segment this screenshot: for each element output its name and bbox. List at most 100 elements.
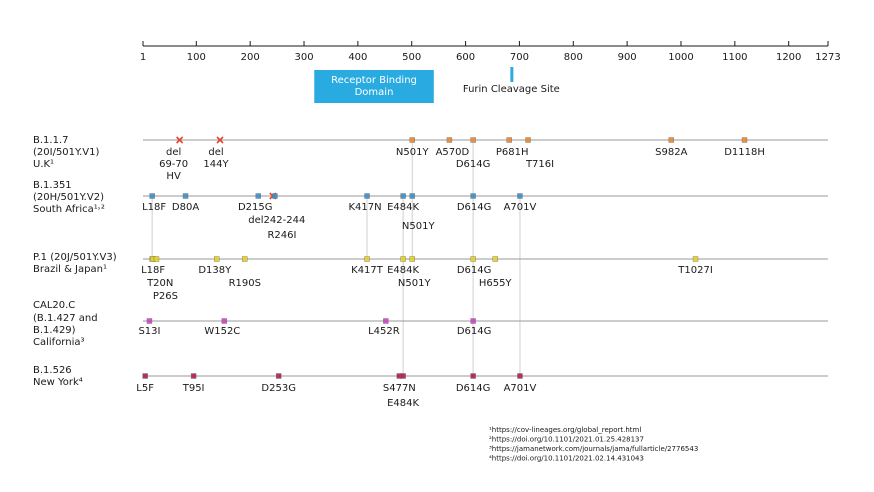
mutation-label: T716I bbox=[525, 159, 554, 170]
axis-tick-label: 700 bbox=[510, 52, 529, 63]
axis-tick-label: 1100 bbox=[722, 52, 747, 63]
mutation-mark bbox=[692, 256, 699, 262]
mutation-mark bbox=[272, 193, 278, 199]
mutation-label: K417T bbox=[351, 265, 384, 276]
mutation-label: A701V bbox=[504, 383, 537, 394]
axis-tick-label: 400 bbox=[348, 52, 367, 63]
mutation-mark bbox=[470, 318, 476, 324]
receptor-binding-domain bbox=[314, 70, 434, 103]
lineage-name: B.1.429) bbox=[33, 325, 76, 336]
domain-label: Domain bbox=[355, 87, 394, 98]
axis-tick-label: 800 bbox=[564, 52, 583, 63]
mutation-label: D614G bbox=[456, 383, 491, 394]
lineage-name: (20I/501Y.V1) bbox=[33, 147, 99, 158]
mutation-mark bbox=[242, 256, 248, 262]
mutation-label: D80A bbox=[172, 202, 199, 213]
mutation-label: S13I bbox=[138, 326, 160, 337]
axis-tick-label: 900 bbox=[618, 52, 637, 63]
mutation-label: D253G bbox=[261, 383, 296, 394]
mutation-label: D614G bbox=[457, 326, 492, 337]
mutation-mark bbox=[190, 373, 197, 379]
mutation-mark bbox=[409, 256, 415, 262]
axis-tick-label: 200 bbox=[241, 52, 260, 63]
mutation-label: N501Y bbox=[402, 221, 436, 232]
mutation-mark bbox=[182, 193, 189, 199]
mutation-label: K417N bbox=[348, 202, 381, 213]
lineage-name: B.1.351 bbox=[33, 180, 72, 191]
mutation-mark bbox=[146, 318, 153, 324]
axis-tick-label: 300 bbox=[294, 52, 313, 63]
mutation-label: A701V bbox=[504, 202, 537, 213]
mutation-mark bbox=[400, 373, 406, 379]
mutation-mark bbox=[142, 373, 148, 379]
lineage-name: B.1.526 bbox=[33, 365, 72, 376]
mutation-mark bbox=[470, 193, 476, 199]
mutation-label: HV bbox=[166, 171, 181, 182]
mutation-label: R190S bbox=[229, 278, 261, 289]
mutation-mark bbox=[276, 373, 282, 379]
lineage-name: (20H/501Y.V2) bbox=[33, 192, 104, 203]
mutation-label: del242-244 bbox=[248, 215, 305, 226]
mutation-mark bbox=[400, 256, 406, 262]
mutation-label: N501Y bbox=[396, 147, 430, 158]
axis-tick-label: 500 bbox=[402, 52, 421, 63]
mutation-mark bbox=[364, 256, 370, 262]
lineage-name: CAL20.C bbox=[33, 300, 75, 311]
lineage-name: California³ bbox=[33, 337, 85, 348]
mutation-mark bbox=[470, 373, 476, 379]
mutation-mark bbox=[741, 137, 748, 143]
mutation-label: S477N bbox=[383, 383, 416, 394]
mutation-label: D138Y bbox=[198, 265, 232, 276]
mutation-label: L5F bbox=[136, 383, 154, 394]
mutation-label: D614G bbox=[456, 159, 491, 170]
lineage-name: P.1 (20J/501Y.V3) bbox=[33, 252, 117, 263]
axis-tick-label: 600 bbox=[456, 52, 475, 63]
mutation-label: E484K bbox=[387, 398, 419, 409]
mutation-label: P681H bbox=[496, 147, 529, 158]
mutation-mark bbox=[364, 193, 370, 199]
mutation-label: E484K bbox=[387, 202, 419, 213]
mutation-label: 144Y bbox=[203, 159, 229, 170]
lineage-name: New York⁴ bbox=[33, 377, 83, 388]
deletion-mark bbox=[176, 136, 184, 144]
axis-tick-label: 1200 bbox=[776, 52, 801, 63]
mutation-label: L452R bbox=[368, 326, 400, 337]
footnote: ⁴https://doi.org/10.1101/2021.02.14.4310… bbox=[489, 455, 644, 463]
axis-tick-label: 1273 bbox=[815, 52, 840, 63]
mutation-label: E484K bbox=[387, 265, 419, 276]
footnote: ²https://doi.org/10.1101/2021.01.25.4281… bbox=[489, 436, 644, 444]
mutation-mark bbox=[383, 318, 389, 324]
mutation-label: N501Y bbox=[398, 278, 432, 289]
mutation-mark bbox=[470, 256, 476, 262]
mutation-label: S982A bbox=[655, 147, 687, 158]
furin-label: Furin Cleavage Site bbox=[463, 84, 560, 95]
mutation-label: H655Y bbox=[479, 278, 513, 289]
mutation-label: D614G bbox=[457, 265, 492, 276]
mutation-label: D215G bbox=[238, 202, 273, 213]
mutation-label: T95I bbox=[182, 383, 205, 394]
mutation-mark bbox=[149, 193, 155, 199]
mutation-label: del bbox=[166, 147, 181, 158]
mutation-mark bbox=[517, 193, 523, 199]
furin-site bbox=[510, 67, 514, 82]
mutation-mark bbox=[153, 256, 160, 262]
footnote: ¹https://cov-lineages.org/global_report.… bbox=[489, 426, 641, 434]
domain-label: Receptor Binding bbox=[331, 75, 417, 86]
mutation-mark bbox=[409, 137, 415, 143]
axis-tick-label: 1000 bbox=[668, 52, 693, 63]
mutation-mark bbox=[446, 137, 453, 143]
mutation-mark bbox=[400, 193, 406, 199]
mutation-mark bbox=[517, 373, 523, 379]
mutation-mark bbox=[221, 318, 228, 324]
mutation-label: R246I bbox=[267, 230, 296, 241]
mutation-label: L18F bbox=[142, 202, 166, 213]
deletion-mark bbox=[216, 136, 224, 144]
mutation-mark bbox=[506, 137, 512, 143]
mutation-label: del bbox=[208, 147, 223, 158]
mutation-mark bbox=[525, 137, 531, 143]
mutation-mark bbox=[668, 137, 674, 143]
lineage-name: South Africa¹˒² bbox=[33, 204, 105, 215]
mutation-label: 69-70 bbox=[159, 159, 188, 170]
mutation-label: D614G bbox=[457, 202, 492, 213]
